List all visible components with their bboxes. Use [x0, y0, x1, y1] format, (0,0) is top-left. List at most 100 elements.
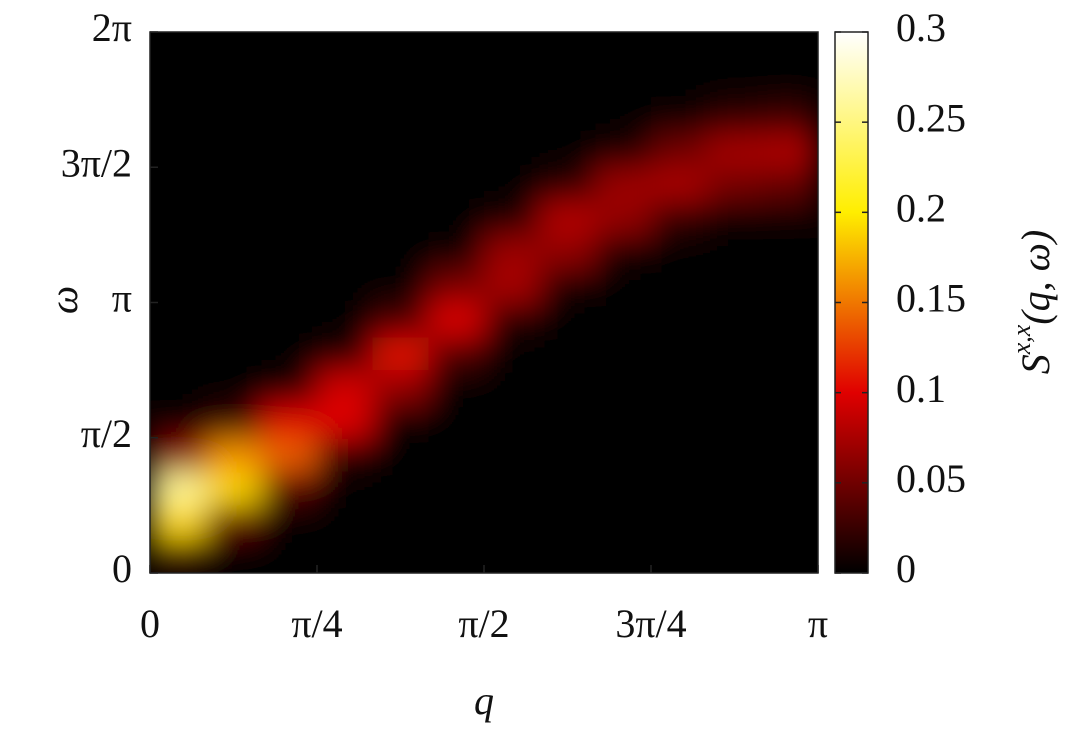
heatmap-cell [651, 32, 708, 67]
heatmap-cell [706, 234, 763, 270]
heatmap-cell [150, 539, 207, 573]
heatmap-cell [261, 505, 318, 540]
heatmap-cell [317, 539, 374, 573]
heatmap-cell [762, 234, 818, 270]
heatmap-cell [595, 539, 652, 573]
heatmap-cell [484, 471, 541, 506]
colorbar-label-args: (q, ω) [1013, 230, 1058, 325]
heatmap-cell [595, 471, 652, 506]
colorbar-label: Sx,x(q, ω) [1007, 230, 1058, 374]
colorbar-tick-label: 0.05 [896, 456, 966, 501]
heatmap-cell [484, 539, 541, 573]
heatmap-cell [261, 201, 318, 236]
heatmap-cell [706, 437, 763, 473]
heatmap-cell [484, 201, 541, 236]
heatmap-cell [205, 437, 262, 473]
colorbar-tick-label: 0.25 [896, 95, 966, 140]
heatmap-cell [150, 167, 207, 202]
y-tick-label: 3π/2 [61, 140, 132, 185]
heatmap-cell [484, 32, 541, 67]
heatmap-cell [317, 370, 374, 405]
heatmap-cell [539, 437, 596, 473]
heatmap-cell [205, 336, 262, 371]
heatmap-cell [317, 32, 374, 67]
heatmap-cell [150, 32, 207, 67]
heatmap-cell [428, 302, 485, 337]
heatmap-cell [484, 65, 541, 101]
heatmap-cell [428, 370, 485, 405]
heatmap-cell [372, 234, 429, 270]
heatmap-cell [317, 268, 374, 303]
heatmap-cell [539, 65, 596, 101]
colorbar-label-base: S [1013, 354, 1058, 374]
heatmap-cell [651, 133, 708, 168]
heatmap-cell [428, 234, 485, 270]
x-axis-label: q [474, 678, 494, 723]
heatmap-cell [205, 403, 262, 439]
heatmap-cell [484, 268, 541, 303]
heatmap-cell [595, 32, 652, 67]
heatmap-cell [595, 234, 652, 270]
heatmap-cell [539, 370, 596, 405]
y-tick-label: π/2 [81, 411, 132, 456]
x-tick-label: π [808, 601, 828, 646]
heatmap-cell [484, 167, 541, 202]
heatmap-cell [428, 403, 485, 439]
colorbar-tick-label: 0.3 [896, 5, 946, 50]
heatmap-cell [317, 505, 374, 540]
heatmap-cell [762, 505, 818, 540]
heatmap-cell [706, 32, 763, 67]
heatmap-cell [317, 133, 374, 168]
heatmap-cell [372, 403, 429, 439]
heatmap-cell [706, 539, 763, 573]
heatmap-cell [762, 302, 818, 337]
heatmap-cell [484, 505, 541, 540]
heatmap-cell [317, 234, 374, 270]
heatmap-cell [428, 133, 485, 168]
heatmap-cell [762, 471, 818, 506]
heatmap-cell [317, 336, 374, 371]
heatmap-cell [539, 539, 596, 573]
heatmap-cell [428, 471, 485, 506]
heatmap-cell [205, 370, 262, 405]
x-tick-label: π/2 [458, 601, 509, 646]
heatmap-cell [205, 167, 262, 202]
heatmap-cell [539, 133, 596, 168]
heatmap-cell [205, 99, 262, 134]
heatmap-cell [762, 201, 818, 236]
heatmap-cell [706, 370, 763, 405]
colorbar-label-sup: x,x [1007, 324, 1036, 355]
heatmap-cell [150, 133, 207, 168]
colorbar-tick-label: 0.1 [896, 366, 946, 411]
heatmap-cell [261, 336, 318, 371]
heatmap-cell [428, 539, 485, 573]
heatmap-cells [150, 32, 818, 573]
heatmap-cell [762, 539, 818, 573]
heatmap-cell [706, 99, 763, 134]
heatmap-cell [539, 336, 596, 371]
heatmap-cell [372, 336, 429, 371]
heatmap-cell [762, 268, 818, 303]
heatmap-cell [595, 65, 652, 101]
heatmap-cell [762, 99, 818, 134]
heatmap-cell [706, 336, 763, 371]
heatmap-cell [651, 268, 708, 303]
heatmap-cell [762, 370, 818, 405]
heatmap-cell [651, 65, 708, 101]
heatmap-cell [372, 65, 429, 101]
heatmap-cell [261, 403, 318, 439]
heatmap-cell [150, 268, 207, 303]
heatmap-cell [651, 471, 708, 506]
heatmap-cell [261, 133, 318, 168]
heatmap-cell [150, 403, 207, 439]
heatmap-cell [706, 471, 763, 506]
heatmap-cell [150, 65, 207, 101]
heatmap-cell [706, 302, 763, 337]
heatmap-cell [651, 302, 708, 337]
heatmap-cell [651, 234, 708, 270]
heatmap-cell [317, 437, 374, 473]
heatmap-cell [428, 65, 485, 101]
heatmap-cell [595, 505, 652, 540]
heatmap-cell [539, 32, 596, 67]
heatmap-cell [317, 167, 374, 202]
